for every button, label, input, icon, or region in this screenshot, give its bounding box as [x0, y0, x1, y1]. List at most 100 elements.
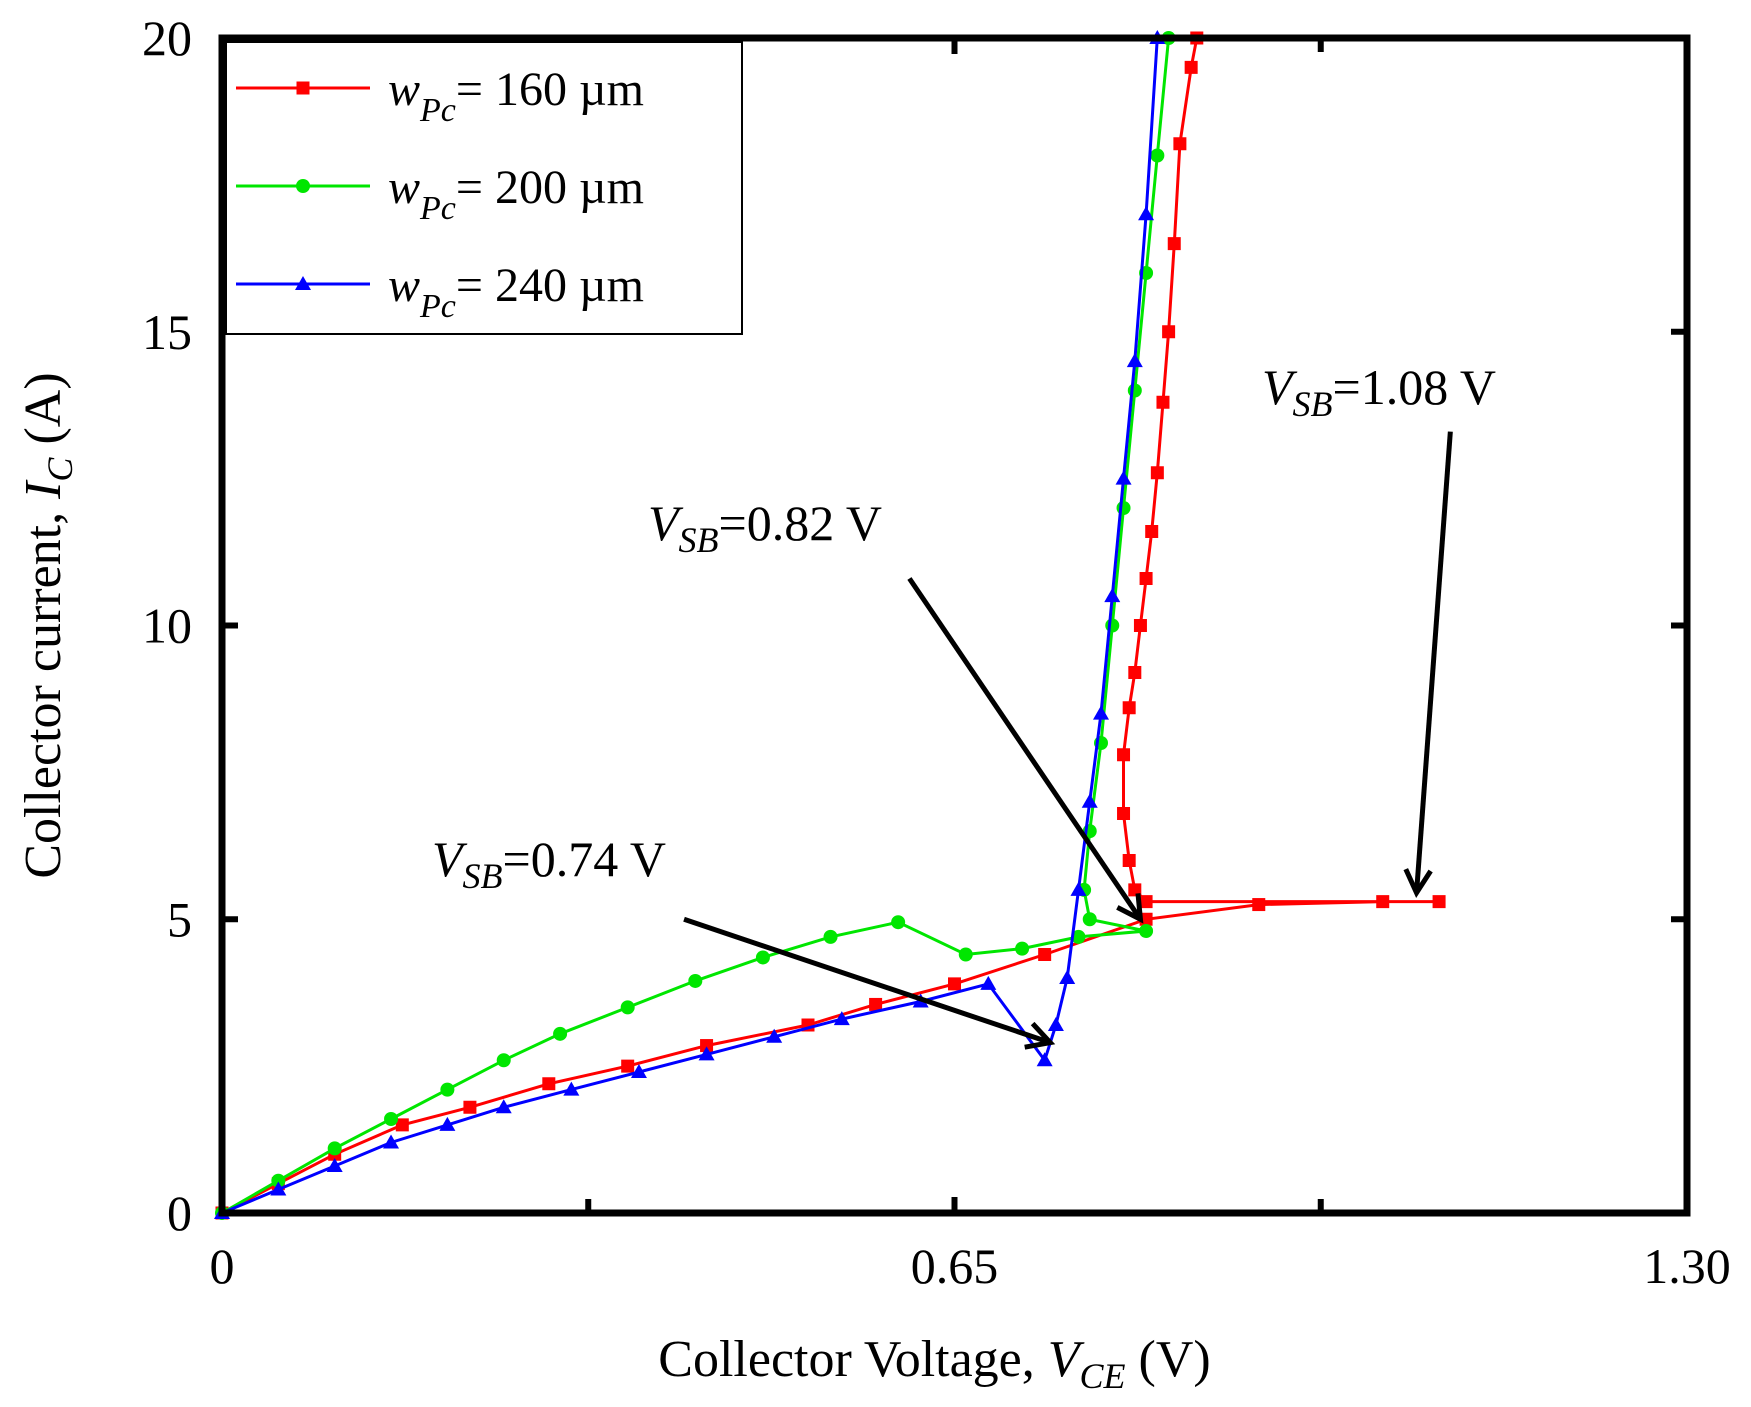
y-tick-label: 15 — [142, 304, 192, 360]
annotation-arrow — [907, 577, 1143, 921]
legend-entry-1: wPc= 160 µm — [236, 63, 644, 129]
series-1-point — [1167, 237, 1181, 251]
series-2-point — [384, 1112, 399, 1126]
series-1-point — [1162, 325, 1176, 339]
series-3-point — [326, 1158, 343, 1172]
series-2-point — [327, 1141, 342, 1156]
series-1-point — [395, 1118, 409, 1132]
series-2-point — [440, 1082, 455, 1097]
series-1-point — [1117, 748, 1131, 762]
series-2-point — [1116, 501, 1131, 515]
series-1-point — [1038, 948, 1052, 961]
legend-label: wPc= 200 µm — [388, 161, 644, 227]
annotation-1: VSB=1.08 V — [1262, 359, 1496, 899]
series-1-point — [1117, 807, 1131, 820]
series-3-point — [563, 1081, 580, 1096]
series-3-point — [495, 1099, 512, 1114]
y-tick-label: 20 — [142, 10, 192, 66]
annotation-layer: VSB=1.08 V VSB=0.82 V VSB=0.74 V — [432, 359, 1496, 1050]
series-3 — [214, 30, 1166, 1219]
y-tick-label: 5 — [167, 891, 192, 947]
series-2-point — [553, 1026, 568, 1041]
series-3-point — [833, 1011, 850, 1026]
series-2-point — [1071, 929, 1086, 944]
series-1-point — [1432, 895, 1446, 909]
series-2-point — [1127, 383, 1142, 398]
series-2-point — [1082, 912, 1097, 927]
series-3-point — [1059, 970, 1076, 984]
legend-marker — [296, 179, 310, 193]
y-tick-label: 0 — [167, 1185, 192, 1241]
series-3-point — [630, 1064, 647, 1078]
series-1-point — [1139, 572, 1153, 585]
series-3-point — [766, 1028, 783, 1043]
series-2-point — [823, 929, 838, 944]
series-3-point — [1115, 470, 1132, 485]
series-1-point — [1145, 525, 1159, 538]
series-1-point — [948, 977, 961, 991]
series-2-point — [891, 915, 906, 930]
x-tick-label: 1.30 — [1643, 1238, 1731, 1294]
series-1-point — [1252, 898, 1266, 912]
series-1-point — [1122, 854, 1136, 867]
series-2-point — [1150, 148, 1165, 163]
annotation-label: VSB=1.08 V — [1262, 359, 1496, 424]
legend: wPc= 160 µm wPc= 200 µm wPc= 240 µm — [225, 41, 743, 335]
series-3-point — [698, 1046, 715, 1061]
series-1-point — [1376, 895, 1390, 909]
legend-label: wPc= 160 µm — [388, 63, 644, 129]
series-2-line — [221, 37, 1171, 1215]
series-1-point — [1156, 395, 1170, 409]
series-2-point — [1015, 941, 1030, 956]
series-3-point — [1093, 705, 1109, 720]
legend-marker — [296, 81, 310, 95]
annotation-label: VSB=0.82 V — [648, 495, 882, 560]
x-tick-label: 0 — [210, 1238, 235, 1294]
series-1-point — [1122, 701, 1136, 715]
series-1-point — [463, 1100, 477, 1114]
series-1-point — [700, 1039, 714, 1053]
series-2-point — [271, 1173, 286, 1188]
series-3-point — [1070, 881, 1087, 896]
series-3-point — [270, 1181, 287, 1196]
series-1-point — [1173, 137, 1187, 151]
series-2-point — [620, 1000, 635, 1015]
series-2-point — [688, 973, 703, 988]
series-3-point — [1138, 206, 1155, 221]
series-2-point — [1139, 924, 1154, 938]
series-2-point — [1105, 618, 1120, 633]
series-layer — [214, 30, 1446, 1220]
annotation-arrowhead — [1116, 893, 1144, 924]
series-1-point — [869, 997, 883, 1011]
legend-label: wPc= 240 µm — [388, 259, 644, 325]
x-tick-label: 0.65 — [911, 1238, 999, 1294]
series-3-point — [1081, 793, 1098, 808]
legend-entry-3: wPc= 240 µm — [236, 259, 644, 325]
series-1-point — [1128, 883, 1142, 897]
series-1-point — [542, 1077, 556, 1091]
axes-layer — [218, 34, 1691, 1217]
series-2-point — [496, 1053, 511, 1068]
label-layer: 0 0.65 1.30 0 5 10 15 20 Collector Voltage, VCE … — [15, 10, 1731, 1396]
annotation-3: VSB=0.74 V — [432, 831, 1056, 1050]
annotation-arrow — [1414, 431, 1453, 893]
series-3-point — [1047, 1017, 1064, 1031]
legend-entry-2: wPc= 200 µm — [236, 161, 644, 227]
series-3-point — [1104, 588, 1121, 603]
series-3-point — [1126, 353, 1143, 368]
series-1-point — [621, 1059, 635, 1073]
series-3-point — [439, 1116, 456, 1131]
series-3-line — [221, 37, 1159, 1215]
series-3-point — [383, 1134, 400, 1149]
series-1-point — [1150, 466, 1164, 480]
series-3-point — [1036, 1052, 1053, 1067]
series-1-point — [1133, 619, 1147, 632]
series-1-point — [1139, 895, 1153, 909]
series-2-point — [958, 947, 973, 962]
annotation-2: VSB=0.82 V — [648, 495, 1144, 924]
y-axis-title: Collector current, IC (A) — [15, 372, 80, 878]
annotation-arrowhead — [1024, 1021, 1056, 1050]
annotation-label: VSB=0.74 V — [432, 831, 666, 896]
y-tick-label: 10 — [142, 598, 192, 654]
